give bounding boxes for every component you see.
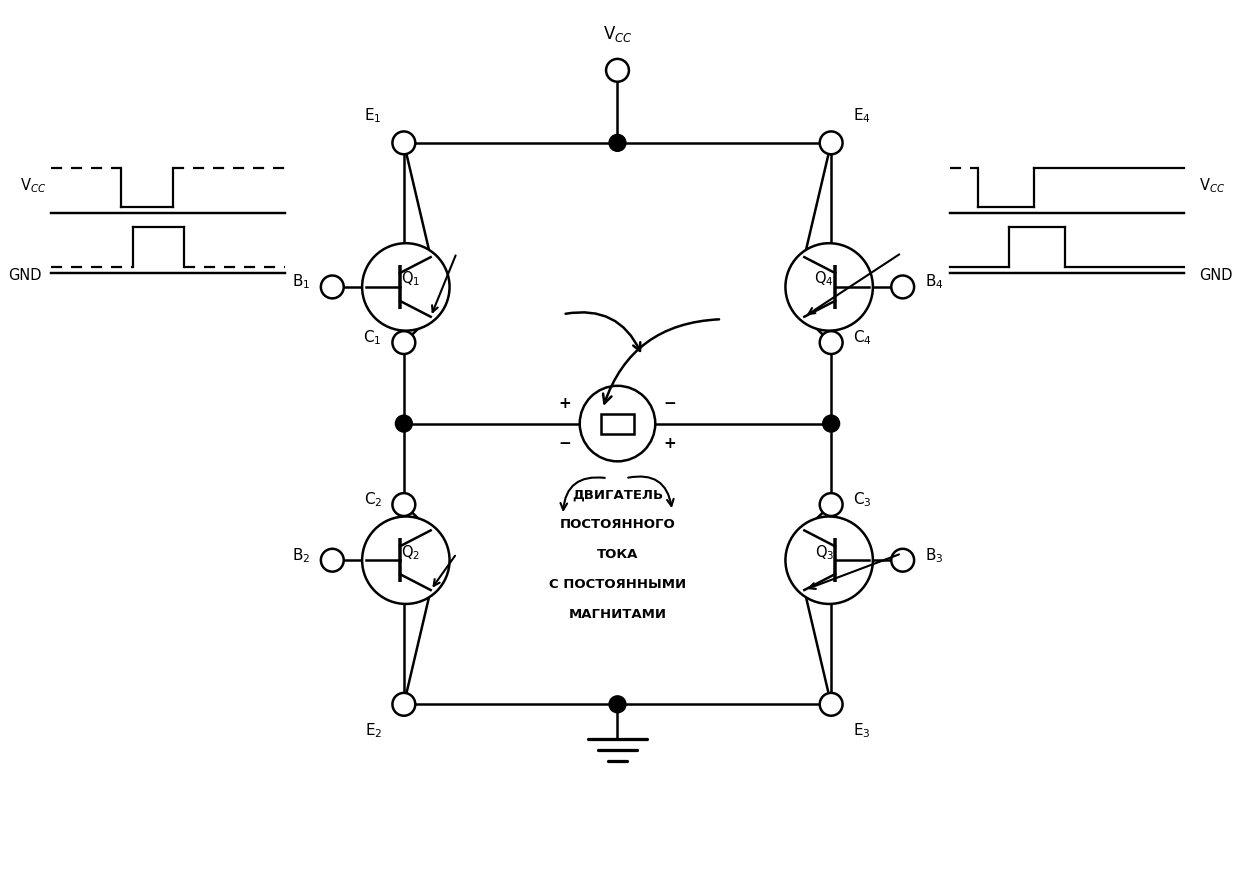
Text: Q$_4$: Q$_4$ — [815, 270, 834, 288]
Circle shape — [392, 692, 415, 716]
Circle shape — [891, 275, 914, 299]
Circle shape — [392, 331, 415, 354]
Circle shape — [392, 132, 415, 154]
Text: B$_1$: B$_1$ — [292, 273, 311, 291]
Text: C$_4$: C$_4$ — [853, 328, 872, 347]
Text: GND: GND — [1198, 267, 1232, 282]
Text: Q$_3$: Q$_3$ — [815, 543, 834, 562]
Circle shape — [823, 415, 839, 432]
Text: ТОКА: ТОКА — [597, 548, 638, 561]
Text: С ПОСТОЯННЫМИ: С ПОСТОЯННЫМИ — [548, 578, 686, 591]
Circle shape — [321, 275, 344, 299]
Text: Q$_1$: Q$_1$ — [401, 270, 421, 288]
Text: B$_4$: B$_4$ — [925, 273, 943, 291]
Circle shape — [820, 692, 843, 716]
Text: Q$_2$: Q$_2$ — [401, 543, 421, 562]
Text: E$_1$: E$_1$ — [364, 106, 383, 125]
Text: V$_{CC}$: V$_{CC}$ — [603, 24, 633, 44]
Text: E$_4$: E$_4$ — [853, 106, 870, 125]
Text: ДВИГАТЕЛЬ: ДВИГАТЕЛЬ — [572, 489, 664, 502]
Circle shape — [820, 331, 843, 354]
Circle shape — [392, 493, 415, 516]
Circle shape — [820, 132, 843, 154]
Text: −: − — [558, 436, 571, 451]
Circle shape — [607, 59, 629, 82]
Text: E$_3$: E$_3$ — [853, 722, 870, 740]
Circle shape — [820, 493, 843, 516]
Text: C$_1$: C$_1$ — [364, 328, 383, 347]
Text: +: + — [558, 396, 571, 411]
Circle shape — [579, 386, 655, 462]
Circle shape — [361, 517, 449, 604]
Circle shape — [609, 696, 626, 712]
Text: E$_2$: E$_2$ — [364, 722, 383, 740]
Text: −: − — [664, 396, 676, 411]
Circle shape — [395, 415, 412, 432]
Text: GND: GND — [7, 267, 41, 282]
Text: V$_{CC}$: V$_{CC}$ — [20, 176, 46, 195]
Text: B$_3$: B$_3$ — [925, 546, 943, 564]
Circle shape — [785, 517, 873, 604]
Circle shape — [609, 134, 626, 152]
Text: ПОСТОЯННОГО: ПОСТОЯННОГО — [560, 518, 676, 531]
Circle shape — [321, 549, 344, 571]
Text: C$_2$: C$_2$ — [364, 490, 383, 509]
Bar — [600, 414, 634, 434]
Text: C$_3$: C$_3$ — [853, 490, 872, 509]
Circle shape — [785, 243, 873, 331]
Text: V$_{CC}$: V$_{CC}$ — [1198, 176, 1226, 195]
Text: МАГНИТАМИ: МАГНИТАМИ — [568, 608, 666, 621]
Text: +: + — [664, 436, 676, 451]
Text: B$_2$: B$_2$ — [292, 546, 311, 564]
Circle shape — [891, 549, 914, 571]
Circle shape — [361, 243, 449, 331]
